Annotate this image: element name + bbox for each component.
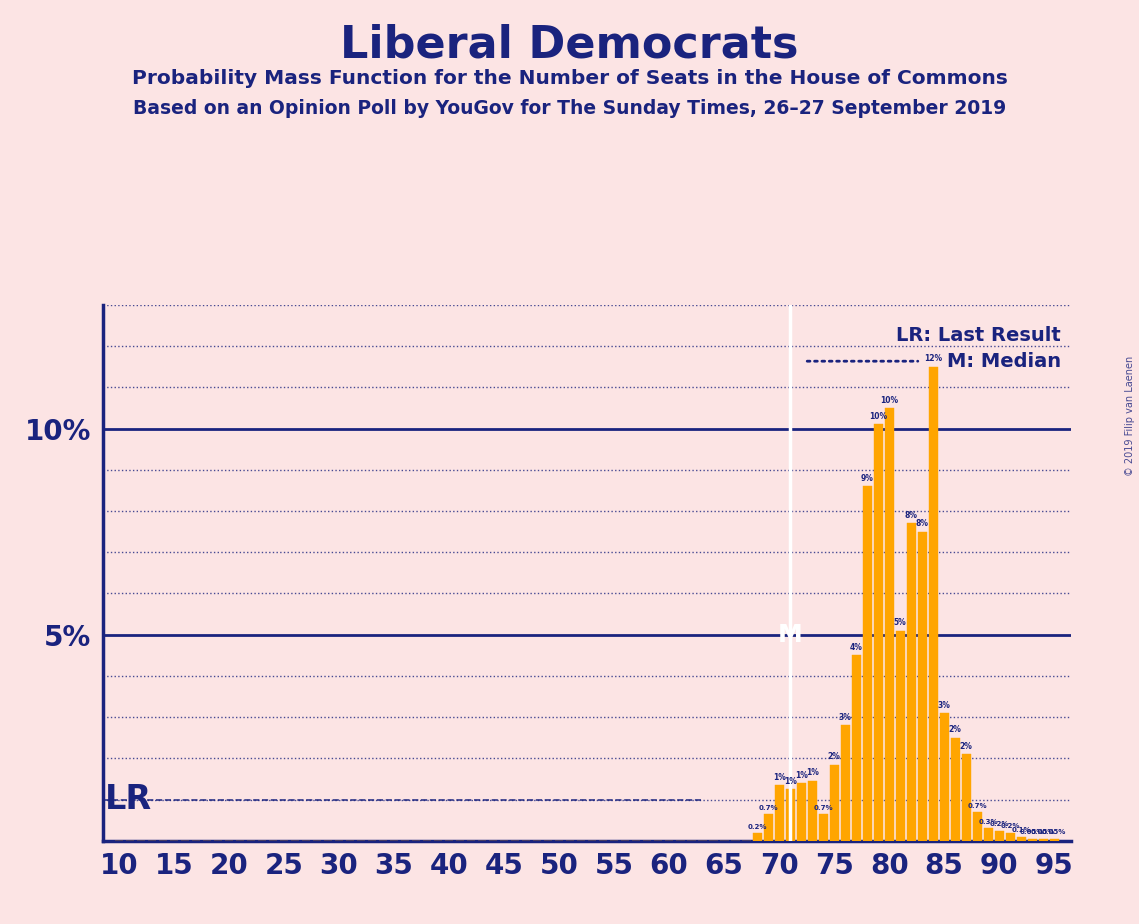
Text: © 2019 Filip van Laenen: © 2019 Filip van Laenen — [1125, 356, 1134, 476]
Text: 0.2%: 0.2% — [990, 821, 1009, 827]
Text: LR: LR — [105, 784, 151, 816]
Bar — [775, 785, 784, 841]
Text: 0.05%: 0.05% — [1019, 830, 1044, 835]
Bar — [819, 814, 828, 841]
Text: 1%: 1% — [795, 771, 808, 780]
Text: 0.7%: 0.7% — [967, 803, 988, 808]
Bar — [895, 630, 904, 841]
Bar — [1050, 839, 1058, 841]
Bar — [1006, 833, 1015, 841]
Bar — [829, 764, 838, 841]
Text: 4%: 4% — [850, 643, 862, 652]
Text: Liberal Democrats: Liberal Democrats — [341, 23, 798, 67]
Bar — [874, 424, 883, 841]
Text: 8%: 8% — [916, 519, 928, 529]
Bar — [841, 725, 850, 841]
Bar — [1027, 839, 1036, 841]
Bar — [764, 814, 772, 841]
Text: 0.7%: 0.7% — [759, 805, 778, 810]
Text: 2%: 2% — [828, 752, 841, 761]
Text: 2%: 2% — [949, 725, 961, 735]
Bar — [753, 833, 762, 841]
Text: 2%: 2% — [960, 742, 973, 751]
Text: Based on an Opinion Poll by YouGov for The Sunday Times, 26–27 September 2019: Based on an Opinion Poll by YouGov for T… — [133, 99, 1006, 118]
Bar — [862, 486, 871, 841]
Text: 0.05%: 0.05% — [1042, 830, 1066, 835]
Text: 1%: 1% — [784, 777, 796, 786]
Text: 0.05%: 0.05% — [1031, 830, 1056, 835]
Bar — [852, 655, 861, 841]
Bar — [984, 829, 992, 841]
Text: 1%: 1% — [772, 772, 786, 782]
Text: 12%: 12% — [924, 355, 942, 363]
Text: 5%: 5% — [894, 618, 907, 627]
Text: 1%: 1% — [805, 769, 819, 777]
Bar — [808, 781, 817, 841]
Text: 0.1%: 0.1% — [1011, 827, 1031, 833]
Text: 10%: 10% — [869, 412, 887, 421]
Bar — [994, 831, 1003, 841]
Bar — [1017, 837, 1025, 841]
Text: 0.2%: 0.2% — [747, 823, 767, 830]
Bar — [973, 812, 982, 841]
Text: 3%: 3% — [937, 700, 951, 710]
Text: LR: Last Result: LR: Last Result — [896, 326, 1060, 346]
Text: Probability Mass Function for the Number of Seats in the House of Commons: Probability Mass Function for the Number… — [132, 69, 1007, 89]
Text: 0.3%: 0.3% — [978, 820, 998, 825]
Text: 3%: 3% — [838, 713, 852, 723]
Text: 8%: 8% — [904, 511, 918, 520]
Text: 9%: 9% — [861, 474, 874, 483]
Text: M: M — [778, 623, 803, 647]
Bar — [918, 531, 926, 841]
Bar — [786, 789, 795, 841]
Bar — [961, 754, 970, 841]
Bar — [907, 523, 916, 841]
Bar — [1039, 839, 1048, 841]
Text: 10%: 10% — [880, 395, 899, 405]
Text: 0.2%: 0.2% — [1000, 823, 1019, 830]
Bar — [928, 367, 937, 841]
Text: M: Median: M: Median — [947, 352, 1060, 371]
Bar — [940, 713, 949, 841]
Bar — [796, 784, 805, 841]
Bar — [951, 737, 959, 841]
Text: 0.7%: 0.7% — [813, 805, 833, 810]
Bar — [885, 408, 893, 841]
